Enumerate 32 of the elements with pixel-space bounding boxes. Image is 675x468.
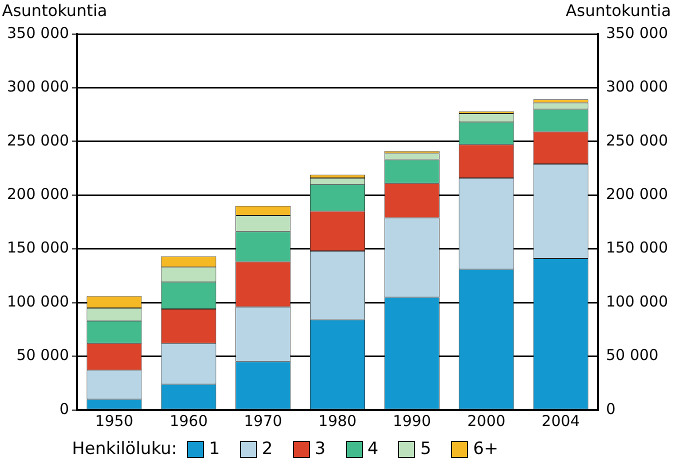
x-tick-label: 1980: [318, 412, 357, 430]
y2-axis-title: Asuntokuntia: [566, 1, 671, 20]
legend-label: 2: [262, 439, 273, 459]
y-tick-label: 100 000: [7, 292, 70, 310]
y2-tick-label: 200 000: [606, 185, 668, 204]
y2-tick-label: 100 000: [606, 292, 668, 310]
x-tick-label: 1970: [244, 412, 282, 430]
y-tick-label: 350 000: [7, 24, 70, 42]
y2-tick-label: 50 000: [606, 346, 658, 364]
y-tick-label: 200 000: [7, 185, 70, 204]
legend-label: 1: [209, 439, 220, 459]
x-tick-label: 1950: [95, 412, 134, 430]
legend-label: 3: [314, 439, 326, 459]
legend-label: 4: [368, 439, 378, 459]
y-tick-label: 300 000: [7, 78, 70, 96]
y2-tick-label: 350 000: [606, 24, 668, 42]
y-tick-label: 50 000: [16, 346, 70, 364]
y2-tick-label: 150 000: [606, 238, 668, 257]
y-tick-label: 150 000: [7, 238, 70, 257]
y-tick-label: 0: [59, 400, 70, 418]
legend-label: 6+: [473, 439, 498, 459]
x-tick-label: 2000: [467, 412, 506, 430]
y2-tick-label: 250 000: [606, 131, 668, 150]
x-tick-label: 2004: [542, 412, 580, 430]
y-tick-label: 250 000: [7, 131, 70, 150]
y-axis-title: Asuntokuntia: [2, 1, 108, 20]
y2-tick-label: 0: [606, 400, 616, 418]
y2-tick-label: 300 000: [606, 78, 668, 96]
x-tick-label: 1990: [392, 412, 432, 430]
legend-label: 5: [420, 439, 432, 459]
x-tick-label: 1960: [170, 412, 208, 430]
legend-title: Henkilöluku:: [72, 439, 178, 459]
